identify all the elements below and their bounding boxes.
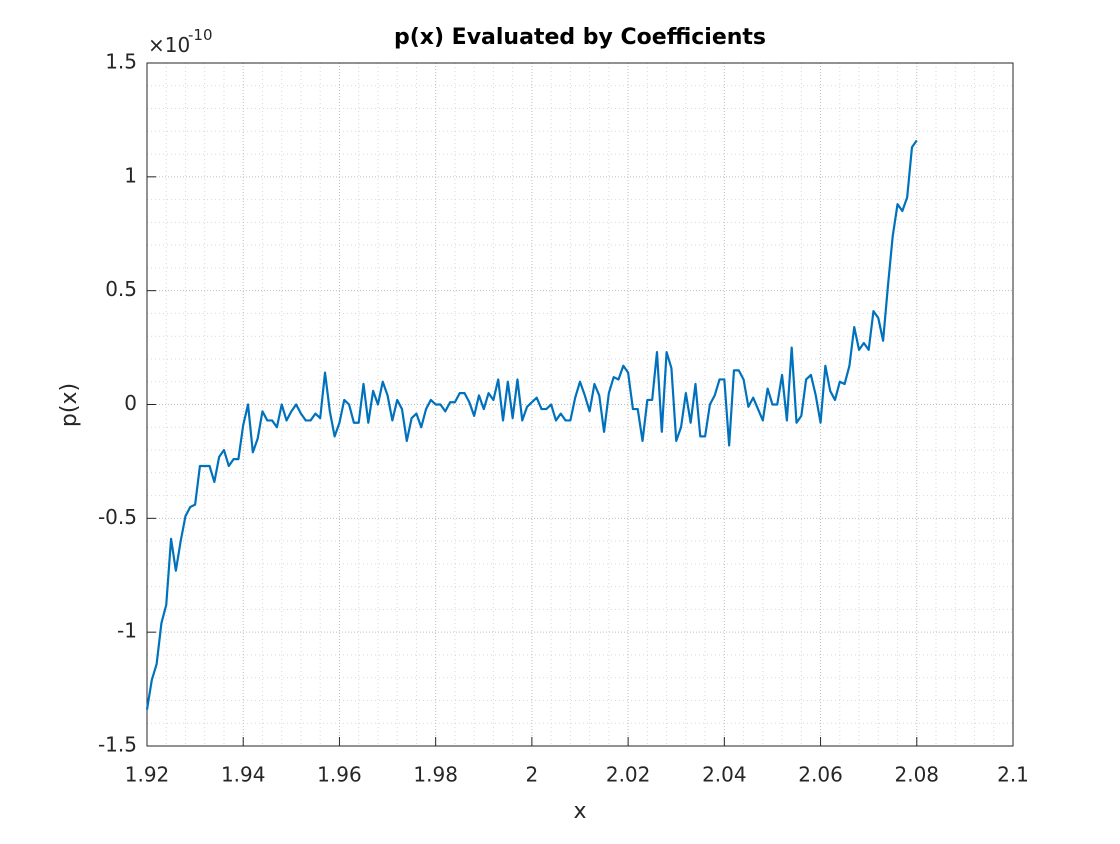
x-tick-label: 2.02 — [606, 763, 651, 787]
y-tick-label: -1.5 — [98, 733, 137, 757]
y-tick-label: -0.5 — [98, 505, 137, 529]
x-tick-label: 2 — [526, 763, 539, 787]
plot-frame — [146, 62, 1014, 747]
y-tick-label: 1.5 — [105, 50, 137, 74]
x-axis-label: x — [573, 799, 586, 824]
data-line — [145, 139, 918, 710]
y-exponent-power: -10 — [188, 26, 213, 44]
x-tick-label: 1.94 — [221, 763, 266, 787]
y-tick-label: 1 — [124, 163, 137, 187]
x-tick-label: 1.98 — [413, 763, 458, 787]
chart-title: p(x) Evaluated by Coefficients — [394, 25, 766, 50]
x-tick-label: 2.06 — [798, 763, 843, 787]
y-tick-label: -1 — [117, 619, 137, 643]
y-tick-label: 0.5 — [105, 277, 137, 301]
x-tick-label: 2.08 — [895, 763, 940, 787]
x-tick-label: 1.96 — [317, 763, 362, 787]
y-axis-label: p(x) — [57, 383, 82, 427]
x-tick-label: 2.04 — [702, 763, 747, 787]
y-tick-label: 0 — [124, 391, 137, 415]
x-tick-label: 1.92 — [125, 763, 170, 787]
y-exponent-base: ×10 — [148, 33, 190, 57]
x-tick-label: 2.1 — [997, 763, 1029, 787]
